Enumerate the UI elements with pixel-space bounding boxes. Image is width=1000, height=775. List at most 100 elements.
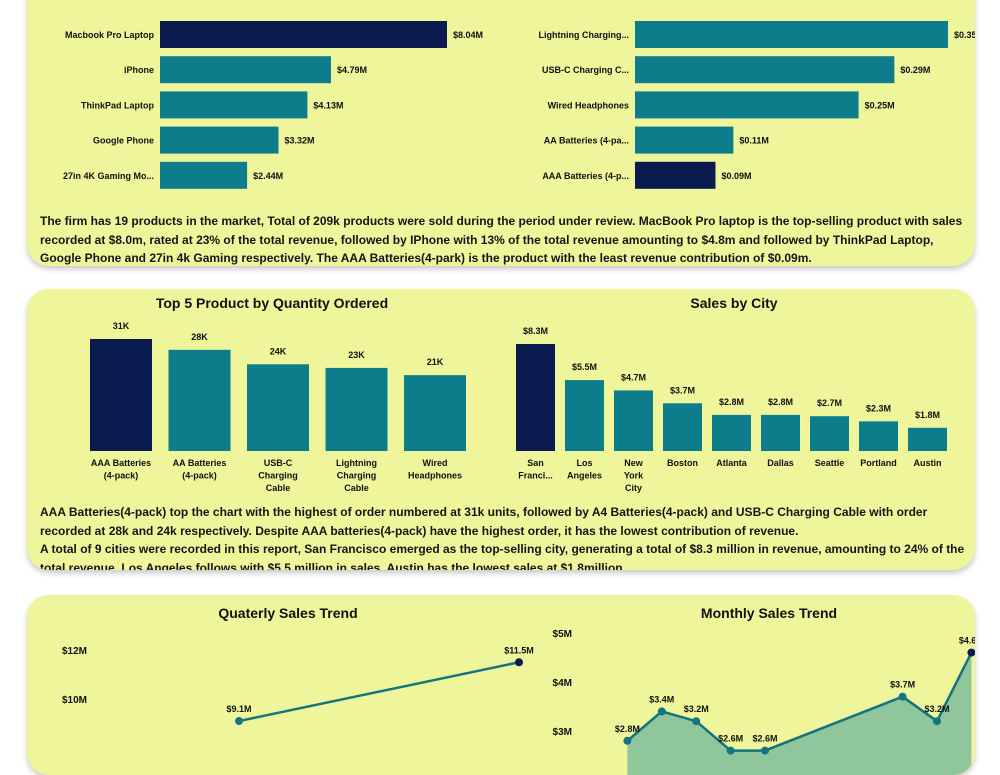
data-label: 31K: [113, 321, 130, 331]
data-label: $4.79M: [337, 65, 367, 75]
bar: [160, 161, 248, 189]
city-summary: A total of 9 cities were recorded in thi…: [40, 542, 965, 570]
chart-title: Quaterly Sales Trend: [218, 605, 357, 621]
data-label: $2.6M: [718, 734, 743, 744]
data-label: $3.7M: [670, 385, 695, 395]
category-label: USB-C Charging C...: [542, 65, 629, 75]
category-label: Charging: [337, 471, 377, 481]
data-point: [761, 746, 769, 755]
category-label: Austin: [914, 458, 942, 468]
data-point: [933, 717, 941, 726]
monthly-sales-trend-chart: Monthly Sales Trend $3M $4M $5M $2.8M $3.4M $3…: [553, 605, 975, 775]
bar: [908, 427, 947, 451]
revenue-summary-text: The firm has 19 products in the market, …: [40, 214, 963, 265]
sales-by-city-chart: Sales by City $8.3M San Franci... $5.5M Los An…: [516, 295, 947, 493]
data-point: [898, 692, 907, 701]
bar: [160, 126, 279, 154]
category-label: Los: [576, 458, 592, 468]
y-tick-label: $10M: [62, 695, 87, 706]
revenue-panel: Macbook Pro Laptop $8.04M iPhone $4.79M Thin…: [27, 0, 975, 266]
quantity-city-summary-text: AAA Batteries(4-pack) top the chart with…: [40, 503, 970, 570]
data-point: [967, 648, 975, 657]
data-label: $1.8M: [915, 410, 940, 420]
bar: [90, 339, 152, 451]
quarterly-sales-trend-chart: Quaterly Sales Trend $10M $12M $9.1M $11.5M: [62, 605, 534, 726]
data-label: $11.5M: [504, 645, 534, 655]
category-label: (4-pack): [104, 471, 139, 481]
data-label: $0.25M: [865, 100, 895, 110]
quantity-summary: AAA Batteries(4-pack) top the chart with…: [40, 505, 928, 538]
data-label: $2.6M: [752, 734, 777, 744]
chart-title: Sales by City: [690, 295, 777, 311]
bar: [663, 403, 702, 451]
trends-panel: Quaterly Sales Trend $10M $12M $9.1M $11.5M …: [27, 595, 975, 775]
data-label: $9.1M: [226, 704, 251, 714]
category-label: Lightning: [336, 458, 377, 468]
category-label: Franci...: [518, 471, 553, 481]
category-label: Portland: [860, 458, 897, 468]
category-label: York: [624, 471, 644, 481]
data-label: 23K: [348, 350, 365, 360]
data-label: $8.3M: [523, 326, 548, 336]
chart-title: Monthly Sales Trend: [701, 605, 837, 621]
bar: [614, 390, 653, 451]
category-label: Atlanta: [716, 458, 747, 468]
bar: [247, 364, 309, 451]
data-label: $3.2M: [684, 704, 709, 714]
category-label: Cable: [266, 483, 291, 493]
category-label: New: [624, 458, 644, 468]
data-label: $4.7M: [621, 372, 646, 382]
category-label: AA Batteries: [173, 458, 227, 468]
bar: [635, 21, 948, 48]
data-label: $2.3M: [866, 403, 891, 413]
category-label: AAA Batteries (4-p...: [542, 171, 629, 181]
bar: [635, 126, 734, 154]
data-label: $2.8M: [615, 724, 640, 734]
y-tick-label: $4M: [553, 678, 572, 689]
data-label: $0.11M: [739, 136, 769, 146]
category-label: Seattle: [815, 458, 845, 468]
quantity-city-panel: Top 5 Product by Quantity Ordered 31K AAA …: [27, 289, 975, 570]
category-label: ThinkPad Laptop: [81, 100, 155, 110]
category-label: Dallas: [767, 458, 794, 468]
data-label: 24K: [270, 346, 287, 356]
data-label: $2.8M: [719, 397, 744, 407]
bar: [635, 56, 895, 84]
data-point: [515, 658, 523, 667]
data-label: $3.32M: [285, 136, 315, 146]
bar: [168, 349, 231, 451]
data-label: $8.04M: [453, 30, 483, 40]
category-label: 27in 4K Gaming Mo...: [63, 171, 154, 181]
data-label: $4.6M: [959, 636, 975, 646]
area-fill: [627, 652, 972, 775]
category-label: Angeles: [567, 471, 602, 481]
data-label: $4.13M: [313, 100, 343, 110]
y-tick-label: $3M: [553, 727, 572, 738]
bar: [761, 414, 800, 451]
category-label: Boston: [667, 458, 698, 468]
category-label: Charging: [258, 471, 298, 481]
y-tick-label: $5M: [553, 629, 572, 640]
category-label: USB-C: [264, 458, 293, 468]
data-label: 21K: [427, 357, 444, 367]
bar: [859, 421, 898, 451]
data-point: [726, 746, 735, 755]
category-label: Cable: [344, 483, 369, 493]
data-label: $5.5M: [572, 362, 597, 372]
category-label: San: [527, 458, 544, 468]
category-label: Google Phone: [93, 136, 154, 146]
category-label: Wired: [423, 458, 448, 468]
data-label: $2.7M: [817, 398, 842, 408]
data-label: 28K: [191, 332, 208, 342]
top-products-quantity-chart: Top 5 Product by Quantity Ordered 31K AAA …: [90, 295, 466, 493]
bar: [635, 91, 859, 119]
data-label: $2.44M: [253, 171, 283, 181]
category-label: Macbook Pro Laptop: [65, 30, 155, 40]
bar: [516, 344, 555, 451]
chart-title: Top 5 Product by Quantity Ordered: [156, 295, 388, 311]
category-label: iPhone: [124, 65, 154, 75]
bar: [160, 91, 308, 119]
data-point: [657, 707, 666, 716]
data-label: $2.8M: [768, 397, 793, 407]
category-label: Wired Headphones: [548, 100, 629, 110]
